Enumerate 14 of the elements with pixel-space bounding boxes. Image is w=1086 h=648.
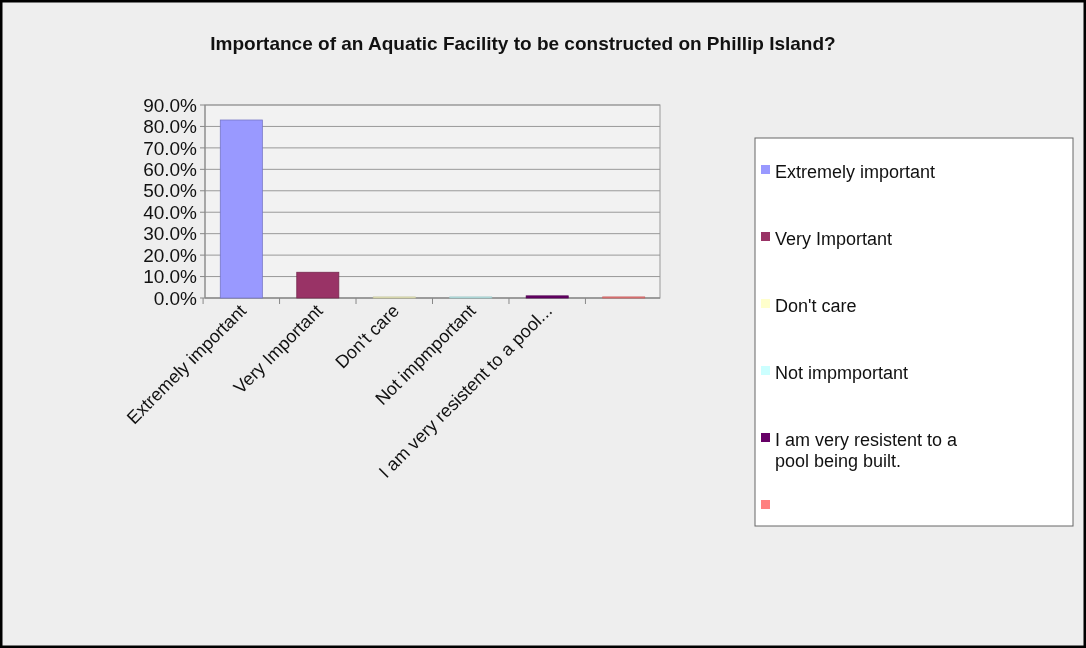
y-tick-label: 70.0% (143, 137, 198, 159)
y-tick-label: 40.0% (143, 201, 198, 223)
y-tick-label: 10.0% (143, 266, 198, 288)
y-tick-label: 50.0% (143, 180, 198, 202)
legend-label: Extremely important (775, 162, 936, 183)
legend-label: Very Important (775, 229, 893, 250)
chart-title: Importance of an Aquatic Facility to be constructed on Phillip Island? (210, 33, 836, 54)
y-tick-label: 30.0% (143, 223, 198, 245)
legend-label: I am very resistent to a pool being built. (775, 430, 959, 472)
y-tick-label: 90.0% (143, 94, 198, 116)
y-tick-label: 60.0% (143, 158, 198, 180)
y-tick-label: 20.0% (143, 244, 198, 266)
y-tick-label: 0.0% (153, 287, 198, 309)
y-tick-label: 80.0% (143, 116, 198, 138)
